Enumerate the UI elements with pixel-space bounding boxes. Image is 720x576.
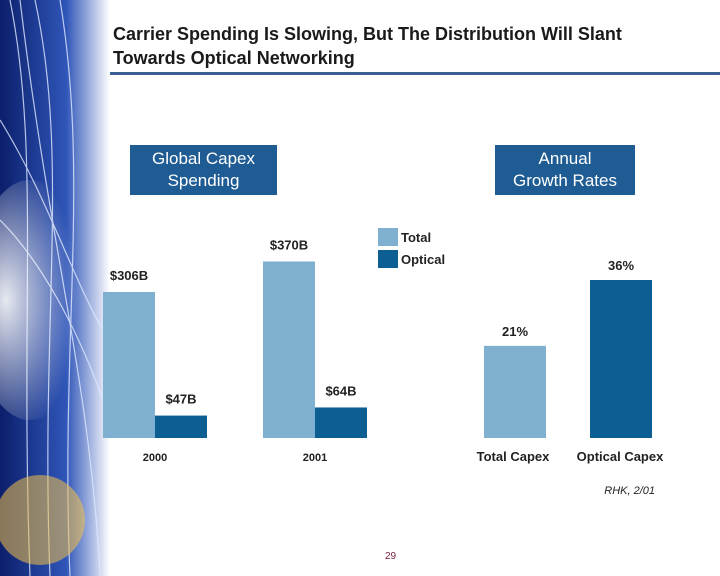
label-total-2001: $370B: [270, 237, 308, 252]
label-total-capex: 21%: [502, 324, 528, 339]
legend-optical-label: Optical: [401, 252, 446, 267]
legend-total-label: Total: [401, 230, 432, 245]
label-total-2000: $306B: [110, 268, 148, 283]
label-optical-2001: $64B: [325, 383, 356, 398]
bar-total-capex: [484, 345, 546, 438]
growth-rates-line1: Annual: [538, 149, 592, 168]
global-capex-chart: $306B $47B 2000 $370B $64B 2001: [103, 237, 367, 464]
bar-optical-capex: [590, 280, 652, 438]
x-tick-total-capex: Total Capex: [477, 449, 550, 464]
slide-title: Carrier Spending Is Slowing, But The Dis…: [113, 22, 703, 70]
x-tick-2001: 2001: [303, 452, 327, 464]
x-tick-optical-capex: Optical Capex: [577, 449, 664, 464]
global-capex-line2: Spending: [167, 171, 240, 190]
source-note: RHK, 2/01: [604, 485, 655, 497]
bar-total-2000: [103, 292, 155, 438]
slide-title-line2: Towards Optical Networking: [113, 48, 355, 68]
global-capex-box: Global Capex Spending: [130, 145, 277, 195]
bar-optical-2000: [155, 415, 207, 438]
legend-total-swatch: [378, 228, 398, 246]
growth-rates-line2: Growth Rates: [513, 171, 617, 190]
growth-rates-box: Annual Growth Rates: [495, 145, 635, 195]
legend-optical-swatch: [378, 250, 398, 268]
label-optical-capex: 36%: [608, 258, 634, 273]
slide-title-line1: Carrier Spending Is Slowing, But The Dis…: [113, 24, 622, 44]
label-optical-2000: $47B: [165, 392, 196, 407]
title-rule: [110, 72, 720, 75]
fiber-optic-image: [0, 0, 110, 576]
growth-rate-chart: 21% Total Capex 36% Optical Capex: [477, 258, 664, 464]
global-capex-line1: Global Capex: [151, 149, 255, 168]
x-tick-2000: 2000: [143, 452, 167, 464]
bar-total-2001: [263, 261, 315, 438]
page-number: 29: [385, 551, 397, 562]
bar-optical-2001: [315, 407, 367, 438]
